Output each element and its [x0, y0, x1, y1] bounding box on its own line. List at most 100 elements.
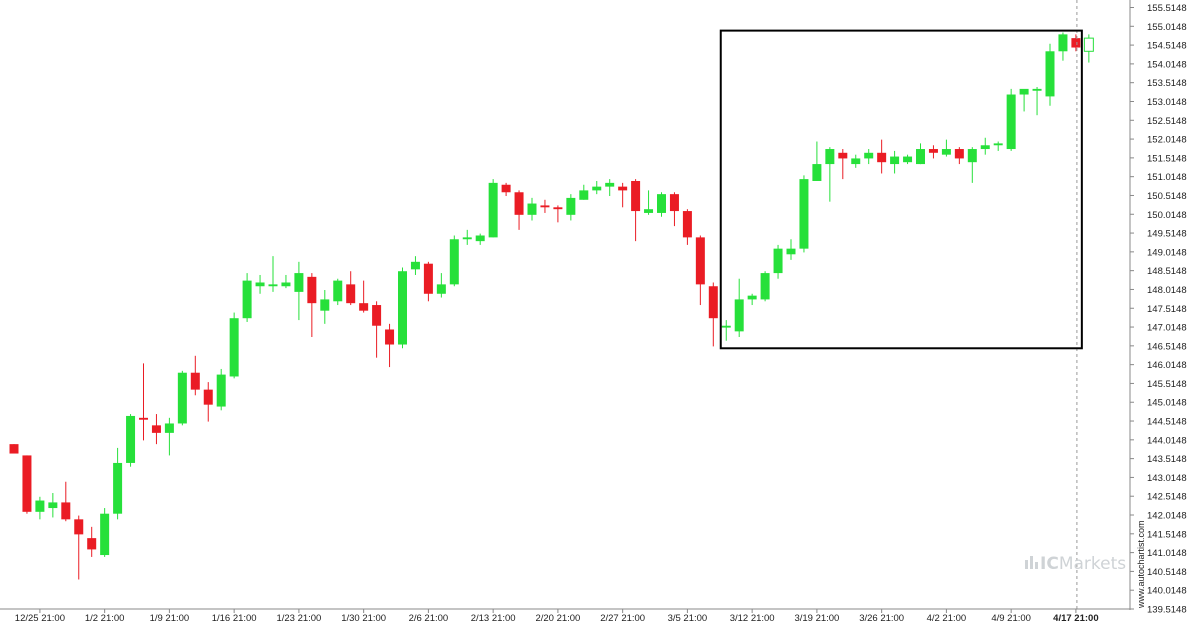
candle-body [126, 415, 136, 463]
candle [825, 147, 835, 202]
y-tick-label: 152.5148 [1147, 116, 1187, 127]
candle [398, 267, 407, 349]
candle-body [307, 276, 317, 304]
candle-body [294, 273, 304, 292]
y-tick-label: 145.0148 [1147, 398, 1187, 409]
projected-candle [1083, 34, 1094, 63]
candle [139, 363, 148, 441]
bars-icon [1025, 556, 1038, 569]
candle [126, 414, 136, 467]
candle-body [35, 500, 45, 512]
candle-body [436, 284, 446, 294]
candle-body [747, 295, 757, 300]
y-tick-label: 141.0148 [1147, 548, 1187, 559]
candle-body [9, 444, 19, 454]
candle [1032, 87, 1042, 116]
candle-body [346, 284, 356, 304]
candle [967, 147, 977, 183]
candle [203, 382, 213, 422]
y-tick-label: 140.0148 [1147, 586, 1187, 597]
candle-body [87, 538, 97, 550]
y-tick-label: 155.0148 [1147, 22, 1187, 33]
candle-body [1019, 88, 1029, 95]
y-tick-label: 139.5148 [1147, 605, 1187, 616]
candle [372, 301, 382, 358]
candle-body [527, 203, 537, 215]
y-tick-label: 143.0148 [1147, 473, 1187, 484]
candle-body [1071, 38, 1081, 48]
y-tick-label: 150.5148 [1147, 191, 1187, 202]
candle [721, 320, 731, 341]
candle [1006, 88, 1016, 151]
candle [708, 282, 718, 347]
x-tick-label: 1/16 21:00 [212, 613, 257, 624]
candle [177, 370, 187, 426]
candle-body [644, 209, 654, 213]
candle [669, 192, 679, 227]
candle [890, 150, 900, 174]
candle [229, 312, 239, 379]
candle-body [928, 149, 938, 153]
candle [916, 143, 925, 165]
candle [449, 235, 459, 287]
candle-body [786, 248, 796, 255]
candle [61, 481, 71, 522]
candle-body [708, 286, 718, 319]
candle [812, 141, 822, 181]
candles [9, 32, 1094, 580]
candle-body [320, 299, 330, 311]
candle-body [980, 145, 990, 150]
x-tick-label: 1/23 21:00 [276, 613, 321, 624]
candle-body [864, 152, 874, 159]
y-tick-label: 150.0148 [1147, 210, 1187, 221]
candle-body [721, 325, 731, 328]
candle-body [812, 164, 822, 181]
candle [113, 447, 123, 520]
candle-body [359, 303, 369, 311]
candle-body [113, 462, 123, 514]
candle [993, 141, 1003, 151]
y-tick-label: 146.0148 [1147, 360, 1187, 371]
candle [87, 526, 97, 557]
candle [100, 508, 110, 557]
candle-body [682, 211, 692, 238]
candle [74, 515, 84, 580]
x-tick-label: 3/5 21:00 [668, 613, 708, 624]
y-tick-label: 147.5148 [1147, 304, 1187, 315]
candle-body [48, 502, 58, 509]
candle [190, 355, 200, 396]
candle-body [851, 158, 861, 165]
candle [618, 182, 628, 208]
pattern-highlight-box [719, 29, 1083, 350]
candle [631, 179, 641, 242]
candle-body [475, 235, 485, 242]
candle [1071, 34, 1081, 52]
candle [799, 175, 809, 253]
candle-body [281, 282, 291, 287]
y-tick-label: 148.0148 [1147, 285, 1187, 296]
candle-body [890, 156, 900, 165]
candle-body [203, 389, 213, 405]
x-tick-label: 3/12 21:00 [730, 613, 775, 624]
candle [1045, 43, 1055, 106]
candle-body [838, 152, 848, 159]
candle-body [385, 329, 395, 345]
x-tick-label: 12/25 21:00 [15, 613, 65, 624]
y-tick-label: 144.5148 [1147, 417, 1187, 428]
candle [760, 271, 770, 302]
y-tick-label: 154.5148 [1147, 41, 1187, 52]
candle [48, 493, 58, 518]
candle-body [967, 149, 977, 163]
x-tick-label: 2/6 21:00 [409, 613, 449, 624]
candle-body [825, 149, 835, 165]
candle-body [695, 237, 705, 285]
candle [151, 414, 161, 445]
y-ticks: 155.5148 155.0148 154.5148 154.0148 153.5148… [1130, 3, 1187, 616]
svg-text:ICMarkets: ICMarkets [1040, 554, 1126, 574]
candle-body [618, 186, 628, 191]
candle-body [579, 190, 589, 200]
candle-body [993, 143, 1003, 146]
candle-body [190, 372, 200, 390]
candle [307, 273, 317, 338]
